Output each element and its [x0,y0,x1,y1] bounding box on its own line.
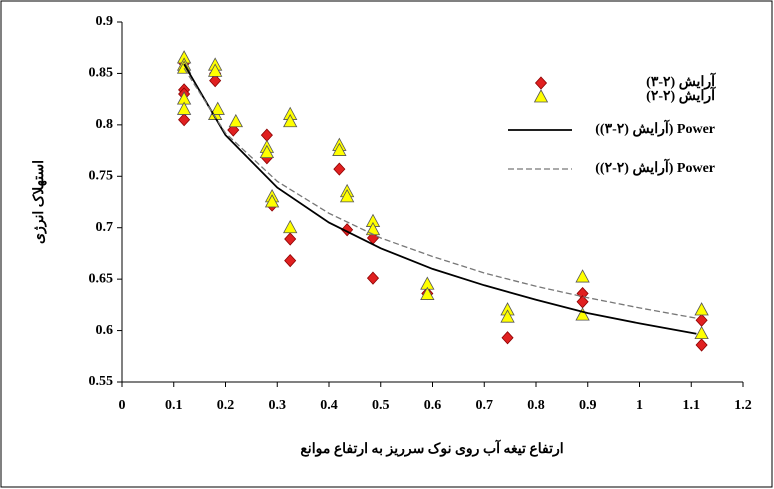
legend-marker [533,89,549,103]
data-point [420,286,435,300]
data-point [207,63,223,77]
x-axis-title: ارتفاع تیغه آب روی نوک سرریز به ارتفاع م… [300,439,563,457]
x-tick-label: 0.9 [579,398,597,413]
trend-line [183,67,697,319]
data-point [283,219,298,234]
data-point [178,113,191,127]
data-point [339,189,355,203]
data-point [694,325,709,340]
data-point [176,101,192,115]
x-tick-label: 1.2 [734,398,752,413]
data-point [332,142,347,156]
y-tick-label: 0.85 [89,66,114,81]
data-point [333,162,346,176]
x-tick-label: 0.1 [165,398,183,413]
y-tick-label: 0.6 [96,323,114,338]
data-point [575,307,590,321]
data-point [259,144,275,159]
data-point [695,338,708,352]
data-point [210,101,225,115]
x-tick-label: 0.6 [424,398,442,413]
y-tick-label: 0.55 [89,374,114,389]
x-tick-label: 0.5 [372,398,390,413]
x-tick-label: 0.8 [527,398,545,413]
data-point [264,194,280,208]
data-point [694,302,709,316]
legend-marker [534,76,548,90]
data-point [575,269,590,283]
y-tick-label: 0.65 [89,271,114,286]
data-point [284,232,297,246]
data-point [366,271,380,285]
data-point [209,74,222,88]
x-tick-label: 1 [636,398,643,413]
legend-label: Power (آرایش (۲-۲)) [595,158,715,176]
y-tick-label: 0.75 [89,169,114,184]
trend-line [183,63,697,335]
x-tick-label: 0.3 [269,398,287,413]
x-tick-label: 0 [119,398,126,413]
x-tick-label: 1.1 [683,398,701,413]
y-axis-title: استهلاک انرژی [31,160,47,244]
data-point [500,309,515,323]
legend-label: Power (آرایش (۲-۳)) [595,119,715,137]
legend-label: آرایش (۲-۲) [646,86,716,104]
y-tick-label: 0.9 [96,14,114,29]
x-tick-label: 0.2 [217,398,235,413]
y-tick-label: 0.7 [96,220,114,235]
y-tick-label: 0.8 [96,117,114,132]
data-point [501,331,514,345]
x-tick-label: 0.4 [320,398,338,413]
legend-label: آرایش (۲-۳) [646,72,716,90]
data-point [228,113,244,128]
data-point [284,254,297,268]
data-point [283,113,298,128]
x-tick-label: 0.7 [476,398,494,413]
